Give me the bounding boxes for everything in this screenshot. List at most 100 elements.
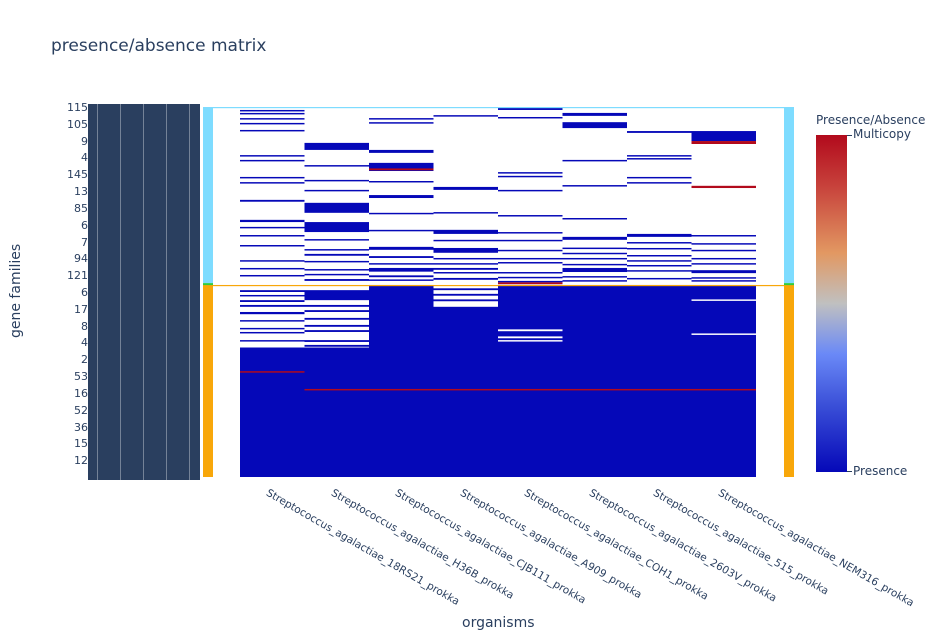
heatmap-present-cell	[433, 272, 498, 274]
heatmap-present-cell	[562, 159, 627, 162]
heatmap-multicopy-cell	[562, 388, 627, 391]
heatmap-present-cell	[304, 142, 369, 150]
heatmap-multicopy-cell	[433, 388, 498, 391]
heatmap-present-cell	[304, 239, 369, 241]
heatmap-present-cell	[498, 232, 563, 234]
heatmap-multicopy-cell	[627, 388, 692, 391]
heatmap-present-cell	[240, 294, 305, 297]
heatmap-present-cell	[691, 257, 756, 260]
heatmap-present-cell	[627, 155, 692, 157]
colorbar-label-multicopy: Multicopy	[853, 127, 911, 141]
heatmap-present-cell	[498, 276, 563, 279]
partition-boundary-persistent	[213, 284, 784, 287]
heatmap-present-cell	[433, 288, 498, 291]
y-tick-labels-overlap	[88, 104, 200, 480]
heatmap-present-block	[433, 306, 498, 477]
heatmap-absent-cell	[691, 333, 756, 335]
heatmap-present-cell	[498, 172, 563, 174]
heatmap-present-cell	[498, 239, 563, 242]
heatmap-present-cell	[304, 269, 369, 271]
heatmap-present-cell	[240, 245, 305, 247]
heatmap-present-cell	[304, 249, 369, 251]
heatmap-present-block	[498, 284, 563, 477]
y-tick-label: 4	[81, 151, 88, 165]
colorbar-title: Presence/Absence	[816, 113, 926, 127]
heatmap-present-cell	[304, 344, 369, 347]
partition-separator	[203, 283, 213, 286]
heatmap-present-cell	[369, 195, 434, 199]
heatmap-present-cell	[369, 267, 434, 272]
y-tick-label: 115	[67, 101, 88, 114]
heatmap-present-cell	[562, 267, 627, 273]
partition-boundary-shell	[213, 107, 784, 109]
heatmap-present-cell	[691, 277, 756, 279]
heatmap-present-cell	[304, 304, 369, 307]
y-tick-label: 17	[74, 302, 88, 316]
heatmap-present-cell	[691, 131, 756, 142]
heatmap-present-cell	[369, 229, 434, 232]
partition-separator	[784, 283, 794, 286]
heatmap-present-cell	[627, 182, 692, 184]
heatmap-present-cell	[562, 276, 627, 278]
heatmap-present-cell	[433, 247, 498, 253]
heatmap-present-cell	[304, 330, 369, 332]
heatmap-multicopy-cell	[498, 282, 563, 285]
heatmap-present-cell	[369, 118, 434, 120]
heatmap-present-cell	[369, 275, 434, 278]
heatmap-present-cell	[304, 179, 369, 182]
chart-title: presence/absence matrix	[51, 36, 267, 56]
heatmap-present-cell	[627, 242, 692, 244]
y-tick-label: 12	[74, 454, 88, 468]
y-tick-label: 6	[81, 286, 88, 299]
heatmap-present-cell	[304, 290, 369, 301]
heatmap-present-cell	[369, 263, 434, 265]
heatmap-present-cell	[240, 182, 305, 184]
heatmap-present-cell	[433, 257, 498, 260]
x-axis-label: organisms	[462, 615, 535, 631]
heatmap-present-cell	[498, 262, 563, 264]
heatmap-present-cell	[369, 246, 434, 250]
heatmap-present-cell	[304, 253, 369, 256]
heatmap-present-cell	[240, 300, 305, 302]
colorbar	[816, 135, 847, 472]
heatmap-multicopy-cell	[304, 388, 369, 391]
y-tick-label: 16	[74, 386, 88, 400]
heatmap-present-cell	[304, 260, 369, 263]
heatmap-present-cell	[627, 158, 692, 160]
heatmap-present-cell	[240, 112, 305, 115]
heatmap-present-cell	[433, 267, 498, 270]
heatmap-present-cell	[240, 274, 305, 277]
heatmap-present-cell	[240, 290, 305, 292]
heatmap-present-cell	[240, 159, 305, 162]
heatmap-present-block	[369, 284, 434, 477]
heatmap-present-block	[627, 284, 692, 477]
heatmap-present-cell	[240, 199, 305, 202]
y-tick-label: 7	[81, 235, 88, 249]
partition-bar-right-persistent	[784, 284, 794, 477]
heatmap-present-cell	[369, 149, 434, 153]
heatmap-present-cell	[498, 189, 563, 192]
heatmap-present-cell	[691, 243, 756, 245]
colorbar-label-presence: Presence	[853, 464, 908, 478]
heatmap-present-cell	[240, 311, 305, 315]
heatmap-present-cell	[498, 175, 563, 178]
heatmap-present-block	[240, 347, 305, 477]
y-tick-label: 53	[74, 370, 88, 384]
heatmap-present-cell	[240, 340, 305, 342]
heatmap-present-cell	[433, 115, 498, 117]
y-tick-label: 15	[74, 437, 88, 451]
heatmap-present-cell	[627, 260, 692, 262]
heatmap-present-cell	[240, 331, 305, 334]
heatmap-present-cell	[498, 107, 563, 110]
y-tick-label: 13	[74, 185, 88, 199]
heatmap-present-cell	[433, 277, 498, 280]
y-tick-label: 105	[67, 117, 88, 131]
y-tick-label: 121	[67, 269, 88, 283]
heatmap-present-cell	[240, 304, 305, 307]
heatmap-present-cell	[369, 181, 434, 183]
heatmap-present-cell	[627, 255, 692, 257]
heatmap-multicopy-cell	[240, 371, 305, 373]
heatmap-present-cell	[627, 131, 692, 133]
y-tick-label: 2	[81, 353, 88, 367]
